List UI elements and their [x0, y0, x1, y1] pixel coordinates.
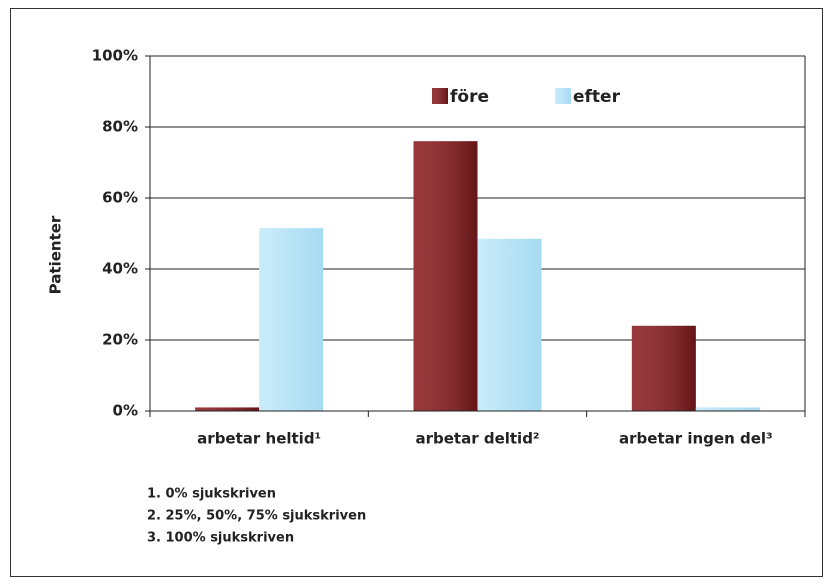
bar-shade [477, 238, 542, 411]
footnote: 1. 0% sjukskriven [147, 487, 276, 502]
legend-label: efter [573, 87, 621, 107]
y-tick-label: 0% [113, 402, 138, 420]
frame [10, 8, 823, 577]
y-tick-label: 100% [92, 47, 138, 65]
bar-shade [631, 325, 696, 411]
x-tick-label: arbetar ingen del³ [619, 430, 773, 448]
bar-shade [195, 407, 260, 411]
y-axis-label: Patienter [47, 215, 65, 294]
footnote: 3. 100% sjukskriven [147, 531, 294, 546]
y-tick-label: 80% [102, 118, 138, 136]
legend-swatch-shade [432, 88, 448, 104]
footnote: 2. 25%, 50%, 75% sjukskriven [147, 509, 366, 524]
legend-label: före [450, 87, 489, 107]
bar-shade [413, 141, 478, 411]
y-tick-label: 40% [102, 260, 138, 278]
legend-swatch-shade [555, 88, 571, 104]
x-tick-label: arbetar deltid² [415, 430, 539, 448]
x-tick-label: arbetar heltid¹ [197, 430, 321, 448]
y-tick-label: 20% [102, 331, 138, 349]
bar-shade [259, 228, 324, 411]
y-tick-label: 60% [102, 189, 138, 207]
bar-shade [695, 407, 760, 411]
